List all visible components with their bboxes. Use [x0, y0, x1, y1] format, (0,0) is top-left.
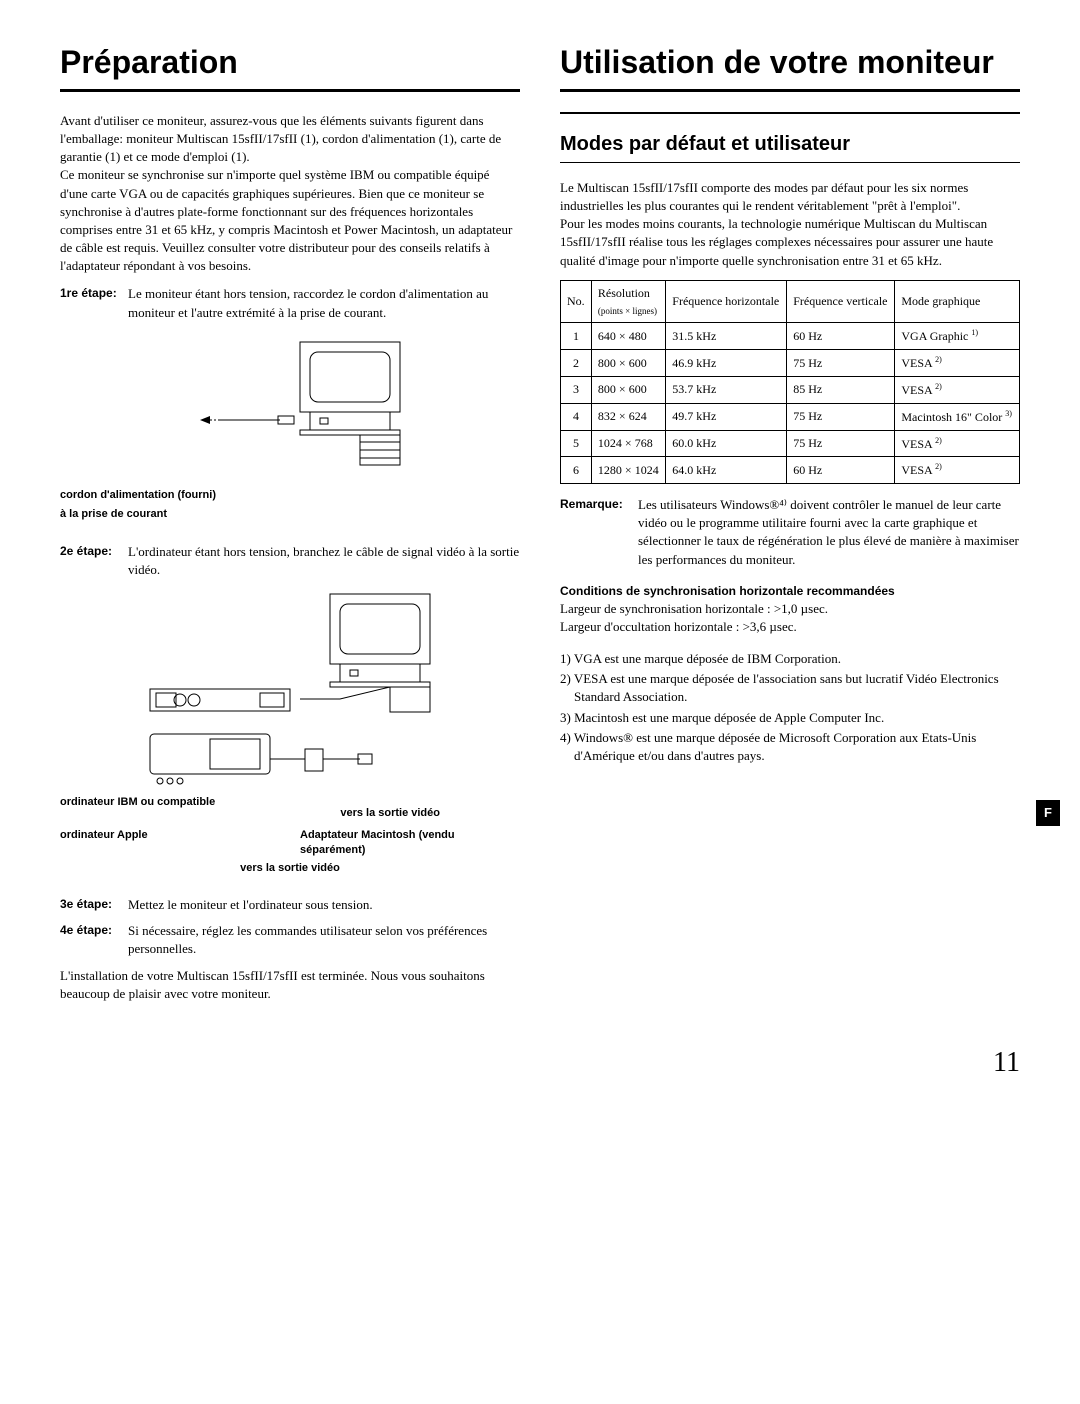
- modes-intro: Le Multiscan 15sfII/17sfII comporte des …: [560, 179, 1020, 270]
- fig2-adapter-label: Adaptateur Macintosh (vendu séparément): [300, 828, 520, 859]
- step-3: 3e étape: Mettez le moniteur et l'ordina…: [60, 896, 520, 914]
- table-row: 3800 × 60053.7 kHz85 HzVESA 2): [561, 376, 1020, 403]
- footnote: 4) Windows® est une marque déposée de Mi…: [560, 729, 1020, 765]
- fig1-cord-label: cordon d'alimentation (fourni): [60, 488, 520, 503]
- step-4-label: 4e étape:: [60, 922, 120, 958]
- step-3-label: 3e étape:: [60, 896, 120, 914]
- step-2-label: 2e étape:: [60, 543, 120, 579]
- remark-label: Remarque:: [560, 496, 630, 569]
- th-vfreq: Fréquence verticale: [787, 280, 895, 323]
- fig2-to-video-2: vers la sortie vidéo: [60, 861, 520, 876]
- page-number: 11: [60, 1043, 1020, 1082]
- closing-text: L'installation de votre Multiscan 15sfII…: [60, 967, 520, 1003]
- table-row: 2800 × 60046.9 kHz75 HzVESA 2): [561, 350, 1020, 377]
- cond-2: Largeur d'occultation horizontale : >3,6…: [560, 618, 1020, 636]
- step-3-text: Mettez le moniteur et l'ordinateur sous …: [128, 896, 520, 914]
- language-tab: F: [1036, 800, 1060, 826]
- th-res: Résolution (points × lignes): [591, 280, 665, 323]
- footnotes: 1) VGA est une marque déposée de IBM Cor…: [560, 650, 1020, 765]
- footnote: 2) VESA est une marque déposée de l'asso…: [560, 670, 1020, 706]
- th-hfreq: Fréquence horizontale: [666, 280, 787, 323]
- remark-text: Les utilisateurs Windows®⁴⁾ doivent cont…: [638, 496, 1020, 569]
- heading-utilisation: Utilisation de votre moniteur: [560, 40, 1020, 85]
- heading-preparation: Préparation: [60, 40, 520, 85]
- footnote: 3) Macintosh est une marque déposée de A…: [560, 709, 1020, 727]
- step-2: 2e étape: L'ordinateur étant hors tensio…: [60, 543, 520, 579]
- fig2-apple-label: ordinateur Apple: [60, 828, 280, 859]
- th-mode: Mode graphique: [895, 280, 1020, 323]
- heading-modes: Modes par défaut et utilisateur: [560, 130, 1020, 158]
- cond-1: Largeur de synchronisation horizontale :…: [560, 600, 1020, 618]
- fig1-socket-label: à la prise de courant: [60, 507, 520, 522]
- table-row: 1640 × 48031.5 kHz60 HzVGA Graphic 1): [561, 323, 1020, 350]
- th-no: No.: [561, 280, 592, 323]
- remark: Remarque: Les utilisateurs Windows®⁴⁾ do…: [560, 496, 1020, 569]
- table-row: 61280 × 102464.0 kHz60 HzVESA 2): [561, 457, 1020, 484]
- step-1-text: Le moniteur étant hors tension, raccorde…: [128, 285, 520, 321]
- step-4: 4e étape: Si nécessaire, réglez les comm…: [60, 922, 520, 958]
- step-4-text: Si nécessaire, réglez les commandes util…: [128, 922, 520, 958]
- step-1: 1re étape: Le moniteur étant hors tensio…: [60, 285, 520, 321]
- modes-table: No. Résolution (points × lignes) Fréquen…: [560, 280, 1020, 484]
- step-1-label: 1re étape:: [60, 285, 120, 321]
- table-row: 51024 × 76860.0 kHz75 HzVESA 2): [561, 430, 1020, 457]
- step-2-text: L'ordinateur étant hors tension, branche…: [128, 543, 520, 579]
- right-column: Utilisation de votre moniteur Modes par …: [560, 40, 1020, 1013]
- figure-1: cordon d'alimentation (fourni) à la pris…: [60, 332, 520, 523]
- footnote: 1) VGA est une marque déposée de IBM Cor…: [560, 650, 1020, 668]
- intro-text: Avant d'utiliser ce moniteur, assurez-vo…: [60, 112, 520, 276]
- conditions-heading: Conditions de synchronisation horizontal…: [560, 583, 1020, 600]
- left-column: Préparation Avant d'utiliser ce moniteur…: [60, 40, 520, 1013]
- figure-2: ordinateur IBM ou compatible vers la sor…: [60, 589, 520, 876]
- table-row: 4832 × 62449.7 kHz75 HzMacintosh 16" Col…: [561, 403, 1020, 430]
